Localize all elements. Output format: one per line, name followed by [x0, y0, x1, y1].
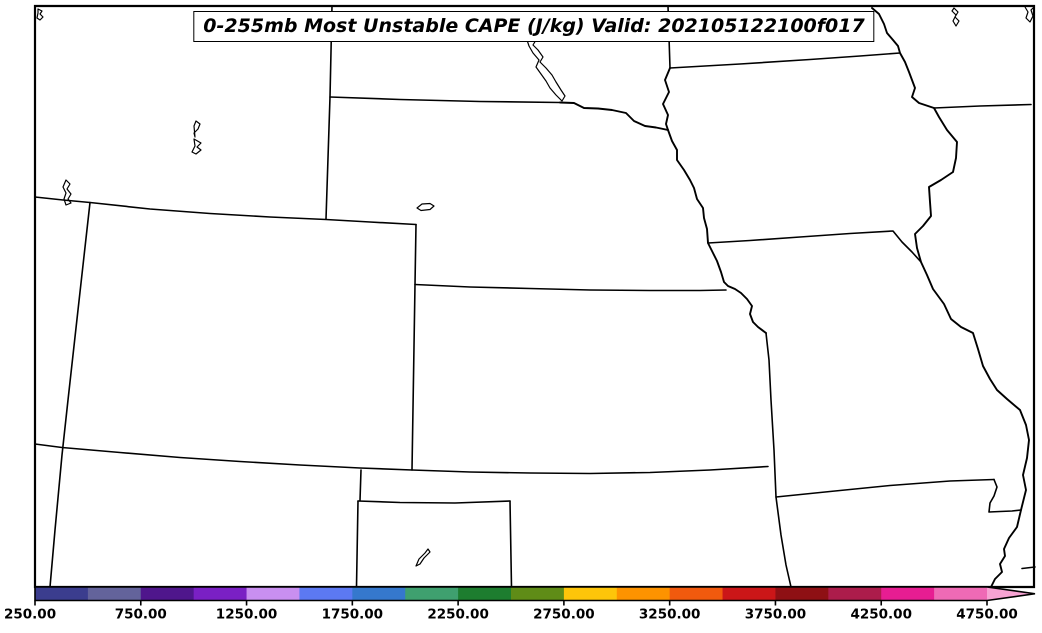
texas-oklahoma-100w-border-line: [509, 500, 513, 588]
new-mexico-oklahoma-meridian-line: [359, 469, 362, 502]
colorbar-tick-label: 1250.00: [216, 607, 278, 623]
big-sioux-river-sd-ia-line: [662, 67, 671, 131]
colorbar-segment: [881, 587, 935, 601]
iowa-missouri-border-line: [707, 230, 922, 263]
colorbar-segment: [140, 587, 195, 601]
colorbar-tick-label: 3250.00: [639, 607, 701, 623]
seminoe-reservoir-outline: [191, 138, 202, 155]
colorbar-segment: [193, 587, 248, 601]
colorbar-segment: [775, 587, 829, 601]
minnesota-iowa-border-line: [669, 52, 901, 69]
missouri-bootheel-border-line: [988, 478, 1022, 513]
colorbar-segment: [934, 587, 988, 601]
colorbar-tick-label: 4250.00: [850, 607, 912, 623]
south-dakota-nebraska-border-line: [329, 96, 561, 104]
plot-title: 0-255mb Most Unstable CAPE (J/kg) Valid:…: [203, 15, 865, 37]
flaming-gorge-reservoir-outline: [62, 179, 72, 206]
lake-francis-case-outline: [526, 36, 566, 102]
plot-title-box: 0-255mb Most Unstable CAPE (J/kg) Valid:…: [193, 11, 875, 42]
colorbar-segment: [352, 587, 406, 601]
colorbar-segment: [616, 587, 671, 601]
colorbar-tick-label: 750.00: [115, 607, 167, 623]
colorbar-segment: [35, 587, 89, 601]
colorbar-outline: [34, 586, 1036, 602]
colorbar-tick-label: 1750.00: [322, 607, 384, 623]
pathfinder-reservoir-outline: [193, 120, 201, 138]
mississippi-river-border-line: [871, 7, 1030, 588]
map-frame: [33, 4, 1036, 589]
colorbar-segment: [458, 587, 512, 601]
colorbar-segment: [563, 587, 618, 601]
missouri-river-ne-ia-mo-line: [667, 129, 767, 334]
kansas-oklahoma-37n-border-line: [34, 443, 769, 475]
tennessee-mississippi-border-line: [1021, 566, 1036, 570]
lake-petenwell-outline: [951, 7, 960, 27]
lake-mcconaughy-outline: [416, 202, 435, 212]
colorbar-segment: [828, 587, 882, 601]
utah-colorado-arizona-new-mexico-meridian-line: [49, 201, 91, 588]
colorbar-segment: [87, 587, 142, 601]
texas-oklahoma-north-border-line: [357, 500, 511, 504]
colorbar-segment: [722, 587, 777, 601]
colorbar-segment: [299, 587, 353, 601]
colorbar-tick-label: 2750.00: [533, 607, 595, 623]
yellowstone-lake-outline: [36, 8, 44, 21]
nebraska-kansas-40n-border-line: [414, 283, 727, 292]
missouri-river-sd-ne-line: [559, 101, 669, 131]
colorbar-segment: [669, 587, 724, 601]
lake-meredith-outline: [415, 548, 431, 567]
colorbar-tick-label: 2250.00: [427, 607, 489, 623]
wyoming-colorado-nebraska-41n-border-line: [34, 196, 417, 226]
colorbar-tick-label: 250.00: [4, 607, 56, 623]
colorbar-segment: [405, 587, 459, 601]
colorbar-segment: [511, 587, 565, 601]
new-mexico-texas-border-line: [355, 500, 359, 588]
colorbar-tick-label: 3750.00: [745, 607, 807, 623]
wisconsin-illinois-border-line: [933, 103, 1032, 109]
missouri-arkansas-border-line: [775, 478, 995, 498]
missouri-kansas-arkansas-oklahoma-meridian-line: [765, 332, 792, 588]
castle-rock-lake-outline: [1024, 6, 1035, 23]
colorbar-segment: [246, 587, 301, 601]
colorado-nebraska-kansas-meridian-line: [411, 223, 417, 471]
colorbar-extend-arrow: [987, 587, 1035, 601]
colorbar-tick-label: 4750.00: [956, 607, 1018, 623]
